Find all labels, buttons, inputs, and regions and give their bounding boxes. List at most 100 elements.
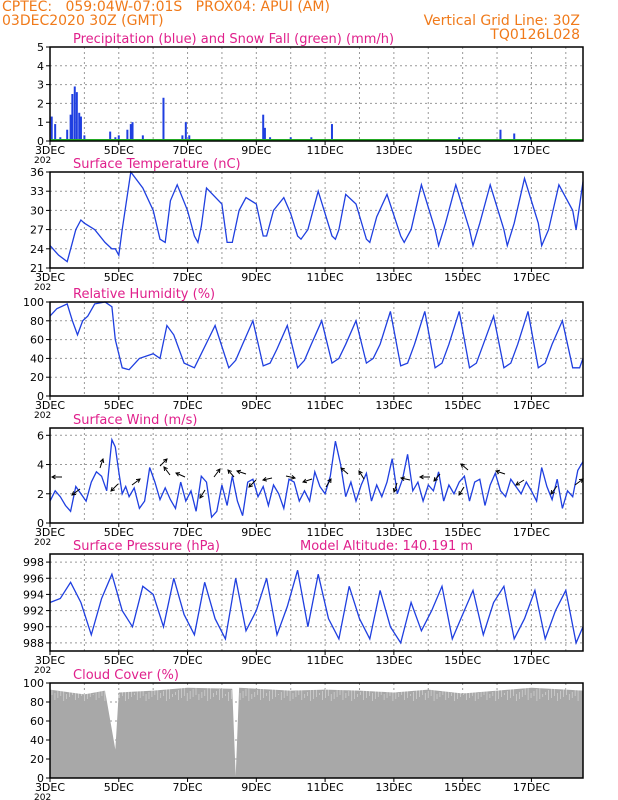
panel-frame	[49, 171, 584, 269]
x-tick-label: 13DEC	[375, 781, 412, 794]
wind-direction-arrow	[574, 478, 584, 486]
x-tick-label: 7DEC	[172, 271, 202, 284]
wind-arrow-head	[261, 476, 267, 482]
wind-arrow-head	[578, 478, 584, 483]
wind-direction-arrow	[175, 472, 186, 478]
precip-bar	[162, 97, 165, 141]
y-tick-label: 30	[30, 204, 44, 217]
wind-arrow-head	[110, 487, 115, 492]
wind-direction-arrow	[159, 458, 168, 467]
x-tick-label: 9DEC	[241, 654, 271, 667]
y-tick-label: 80	[30, 696, 44, 709]
x-tick-label: 11DEC	[307, 399, 344, 412]
y-tick-label: 100	[23, 677, 44, 690]
wind-direction-arrow	[400, 477, 411, 481]
y-tick-label: 2	[37, 488, 44, 501]
wind-direction-arrow	[99, 458, 104, 469]
x-tick-label: 13DEC	[375, 399, 412, 412]
y-tick-label: 992	[23, 605, 44, 618]
precip-bar	[71, 94, 74, 141]
series-line	[49, 301, 584, 371]
x-tick-label: 7DEC	[172, 654, 202, 667]
panel-frame	[49, 682, 584, 779]
panel-title: Relative Humidity (%)	[73, 287, 215, 302]
x-tick-label: 5DEC	[104, 144, 134, 157]
y-tick-label: 6	[37, 429, 44, 442]
y-tick-label: 5	[37, 41, 44, 54]
wind-direction-arrow	[262, 477, 273, 481]
series-line	[49, 170, 584, 263]
y-tick-label: 40	[30, 734, 44, 747]
x-tick-label: 5DEC	[104, 781, 134, 794]
y-tick-label: 988	[23, 637, 44, 650]
wind-direction-arrow	[433, 473, 441, 482]
wind-direction-arrow	[340, 467, 349, 475]
wind-arrow-head	[392, 487, 398, 493]
wind-direction-arrow	[110, 483, 119, 492]
x-tick-label: 11DEC	[307, 781, 344, 794]
precip-bar	[109, 131, 112, 141]
x-tick-label: 7DEC	[172, 526, 202, 539]
y-tick-label: 4	[37, 60, 44, 73]
year-label: 202	[34, 411, 51, 421]
x-tick-label: 13DEC	[375, 654, 412, 667]
x-tick-label: 9DEC	[241, 526, 271, 539]
x-tick-label: 3DEC	[35, 144, 65, 157]
wind-arrow-head	[236, 469, 242, 475]
precip-bar	[188, 135, 191, 141]
panel-4	[46, 427, 584, 527]
wind-direction-arrow	[199, 489, 206, 499]
panel-title: Precipitation (blue) and Snow Fall (gree…	[73, 32, 394, 47]
wind-arrow-head	[327, 478, 332, 484]
panel-3	[46, 301, 584, 400]
precip-bar	[50, 116, 53, 141]
x-tick-label: 7DEC	[172, 781, 202, 794]
precip-bar	[141, 135, 144, 141]
y-tick-label: 990	[23, 621, 44, 634]
x-tick-label: 11DEC	[307, 654, 344, 667]
wind-direction-arrow	[550, 485, 558, 495]
wind-direction-arrow	[325, 478, 332, 488]
panel-5	[46, 553, 584, 655]
x-tick-label: 3DEC	[35, 654, 65, 667]
precip-bar	[262, 114, 265, 141]
series-line	[49, 437, 584, 519]
cloud-cover-area	[50, 687, 583, 778]
panel-title: Surface Wind (m/s)	[73, 413, 197, 428]
year-label: 202	[34, 283, 51, 293]
precip-bar	[330, 124, 333, 141]
year-label: 202	[34, 156, 51, 166]
panel-title: Surface Temperature (nC)	[73, 157, 241, 172]
x-tick-label: 5DEC	[104, 526, 134, 539]
wind-arrow-head	[175, 472, 181, 477]
wind-arrow-head	[358, 470, 363, 476]
year-label: 202	[34, 793, 51, 800]
panel-title: Surface Pressure (hPa)	[73, 539, 220, 554]
wind-arrow-head	[340, 467, 346, 472]
precip-bar	[181, 135, 184, 141]
x-tick-label: 13DEC	[375, 526, 412, 539]
header-grid-note: Vertical Grid Line: 30Z	[423, 13, 580, 29]
wind-direction-arrow	[248, 479, 257, 488]
x-tick-label: 5DEC	[104, 654, 134, 667]
y-tick-label: 24	[30, 243, 44, 256]
y-tick-label: 0	[37, 135, 44, 148]
panel-title: Cloud Cover (%)	[73, 668, 179, 683]
wind-direction-arrow	[358, 470, 365, 480]
wind-arrow-head	[248, 483, 253, 488]
x-tick-label: 11DEC	[307, 526, 344, 539]
wind-direction-arrow	[213, 468, 221, 478]
wind-direction-arrow	[458, 486, 465, 496]
panel-frame	[49, 427, 584, 524]
wind-direction-arrow	[495, 470, 506, 475]
x-tick-label: 5DEC	[104, 399, 134, 412]
x-tick-label: 3DEC	[35, 781, 65, 794]
y-tick-label: 998	[23, 556, 44, 569]
header-date: 03DEC2020 30Z (GMT)	[2, 13, 164, 29]
wind-arrow-head	[199, 493, 204, 499]
precip-bar	[75, 92, 78, 141]
y-tick-label: 0	[37, 772, 44, 785]
y-tick-label: 3	[37, 79, 44, 92]
x-tick-label: 15DEC	[444, 144, 481, 157]
